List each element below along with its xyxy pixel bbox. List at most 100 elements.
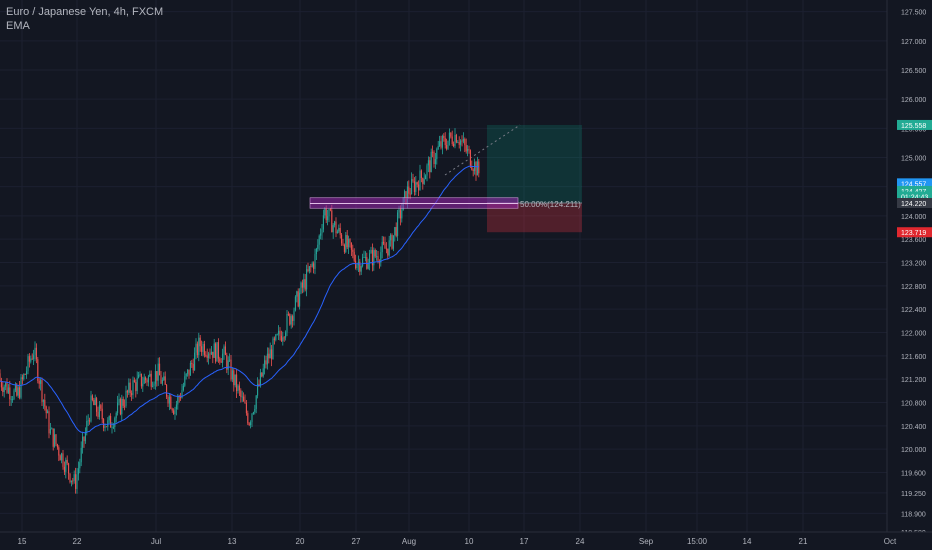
candle-body	[58, 447, 60, 456]
candle-body	[264, 360, 266, 369]
candle-body	[139, 373, 141, 375]
candle-body	[327, 216, 329, 221]
candle-body	[84, 431, 86, 442]
candle-body	[178, 396, 180, 398]
candle-body	[310, 266, 312, 268]
candle-body	[261, 372, 263, 377]
candle-body	[271, 349, 273, 360]
candle-body	[217, 342, 219, 359]
candle-body	[383, 241, 385, 244]
candle-body	[205, 354, 207, 356]
candles	[0, 128, 480, 494]
candle-body	[80, 447, 82, 463]
candle-body	[237, 385, 239, 392]
candle-body	[135, 382, 137, 392]
candle-body	[334, 221, 336, 226]
candle-body	[230, 359, 232, 380]
candle-body	[461, 140, 463, 142]
candle-body	[37, 359, 39, 381]
candle-body	[117, 402, 119, 413]
candle-body	[475, 162, 477, 176]
indicator-ema-label[interactable]: EMA	[6, 20, 30, 32]
symbol-title[interactable]: Euro / Japanese Yen, 4h, FXCM	[6, 6, 164, 18]
candle-body	[6, 382, 8, 393]
candle-body	[101, 408, 103, 420]
candle-body	[49, 429, 51, 434]
price-axis[interactable]: 127.500127.000126.500126.000125.500125.0…	[886, 0, 932, 550]
long-position-tool[interactable]	[444, 124, 582, 233]
candle-body	[399, 209, 401, 219]
candle-body	[257, 383, 259, 396]
candle-body	[369, 253, 371, 264]
candle-body	[338, 227, 340, 232]
candle-body	[254, 408, 256, 413]
candle-body	[353, 251, 355, 261]
candle-body	[150, 373, 152, 387]
candle-body	[175, 404, 177, 410]
candle-body	[59, 455, 61, 461]
candle-body	[394, 227, 396, 236]
candle-body	[103, 419, 105, 428]
candle-body	[341, 234, 343, 244]
candle-body	[199, 337, 201, 347]
candle-body	[430, 151, 432, 173]
candle-body	[451, 136, 453, 144]
candle-body	[122, 398, 124, 406]
candle-body	[222, 353, 224, 363]
candle-body	[233, 370, 235, 386]
candle-body	[395, 227, 397, 236]
candle-body	[157, 363, 159, 381]
candle-body	[244, 401, 246, 404]
candle-body	[412, 179, 414, 182]
candle-body	[317, 244, 319, 249]
price-label-badge	[897, 191, 932, 202]
candle-body	[69, 473, 71, 483]
fib-band-rect[interactable]	[309, 197, 519, 209]
candle-body	[286, 313, 288, 333]
candle-body	[397, 212, 399, 236]
time-tick-label: 21	[799, 537, 808, 546]
candle-body	[311, 263, 313, 267]
candle-body	[177, 396, 179, 405]
candle-body	[91, 395, 93, 401]
candle-body	[40, 380, 42, 384]
candle-body	[203, 343, 205, 355]
candle-body	[19, 387, 21, 398]
candle-body	[434, 159, 436, 165]
candle-body	[229, 359, 231, 361]
candle-body	[321, 229, 323, 234]
candle-body	[439, 141, 441, 147]
candle-body	[182, 385, 184, 391]
candle-body	[458, 142, 460, 145]
support-band[interactable]: 50.00%(124.211)	[309, 197, 581, 209]
candle-body	[388, 240, 390, 256]
candle-body	[234, 374, 236, 386]
candle-body	[152, 385, 154, 387]
candle-body	[275, 334, 277, 340]
candle-body	[293, 310, 295, 321]
candle-body	[409, 193, 411, 195]
candle-body	[0, 373, 1, 382]
candle-body	[426, 165, 428, 176]
candle-body	[441, 135, 443, 148]
candle-body	[82, 436, 84, 448]
candle-body	[133, 380, 135, 383]
price-tick-label: 120.000	[901, 447, 926, 454]
candle-body	[90, 395, 92, 422]
price-tick-label: 126.000	[901, 97, 926, 104]
candle-body	[3, 386, 5, 393]
candle-body	[462, 139, 464, 142]
time-tick-label: 14	[743, 537, 752, 546]
candle-body	[282, 337, 284, 341]
candle-body	[465, 145, 467, 152]
time-axis[interactable]: 15 22 Jul 13 20 27 Aug 10 17 24 Sep 15:00 14 21 Oct	[0, 531, 932, 550]
candle-body	[285, 332, 287, 338]
candle-body	[384, 243, 386, 249]
candle-body	[294, 296, 296, 311]
target-zone[interactable]	[487, 124, 582, 203]
candle-body	[34, 347, 36, 356]
candle-body	[437, 146, 439, 150]
time-tick-label: Oct	[884, 537, 897, 546]
